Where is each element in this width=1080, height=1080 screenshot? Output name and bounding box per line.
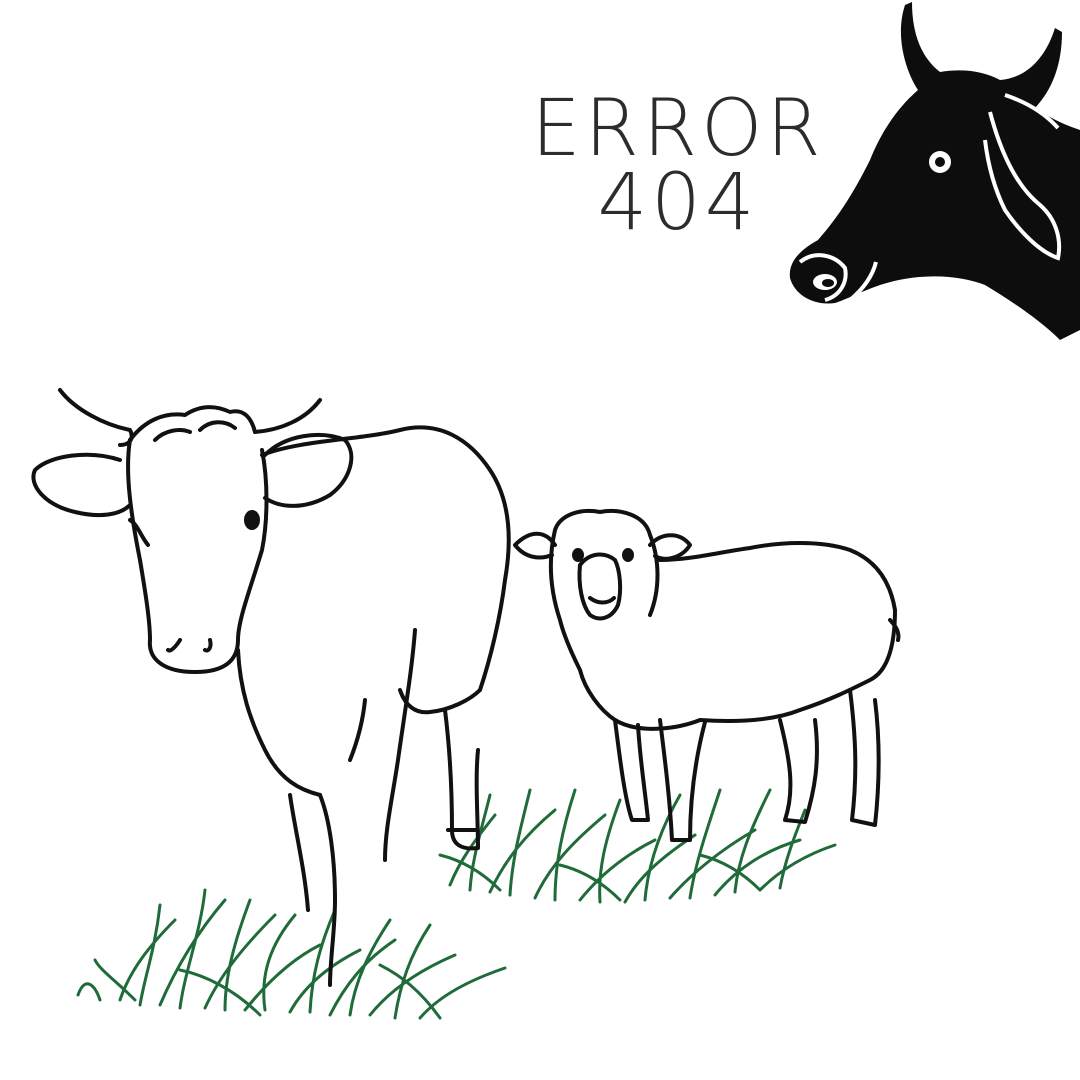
sheep-icon <box>513 508 901 842</box>
grass-icon <box>76 788 837 1020</box>
cow-head-silhouette-icon <box>789 2 1080 340</box>
cow-icon <box>31 388 511 987</box>
error-code: 404 <box>597 158 759 248</box>
error-title: ERROR <box>531 84 825 174</box>
error-heading: ERROR 404 <box>528 84 828 248</box>
